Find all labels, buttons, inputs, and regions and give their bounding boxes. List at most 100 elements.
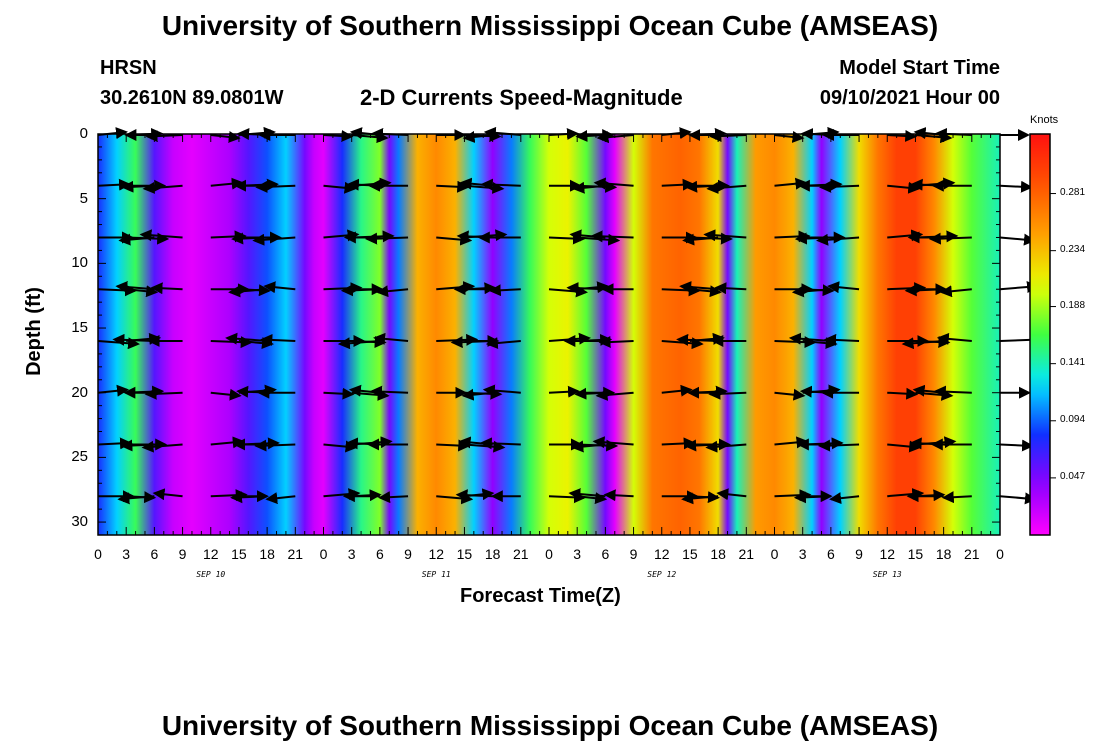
current-vector-arrow	[661, 384, 693, 397]
current-vector-arrow	[999, 233, 1036, 246]
current-vector-arrow	[340, 284, 380, 297]
current-vector-arrow	[999, 492, 1037, 505]
current-vector-arrow	[595, 388, 634, 401]
current-vector-arrow	[598, 336, 634, 349]
current-vector-arrow	[568, 488, 606, 501]
footer-title: University of Southern Mississippi Ocean…	[161, 710, 939, 741]
y-tick-label: 15	[71, 319, 88, 337]
current-vector-arrow	[933, 385, 972, 398]
colorbar-tick-label: 0.094	[1060, 413, 1086, 425]
x-tick-label: 6	[375, 546, 384, 562]
x-tick-label: 0	[770, 546, 779, 562]
y-axis-label: Depth (ft)	[22, 287, 45, 376]
x-tick-label: 9	[178, 546, 187, 562]
x-tick-label: 0	[319, 546, 328, 562]
colorbar-tick-label: 0.047	[1060, 470, 1086, 482]
current-vector-arrow	[370, 385, 409, 398]
colorbar-tick-label: 0.188	[1060, 299, 1086, 311]
chart-subtitle: 2-D Currents Speed-Magnitude	[360, 85, 683, 110]
colorbar-unit: Knots	[1030, 114, 1059, 126]
current-vector-arrow	[365, 232, 409, 245]
colorbar	[1029, 133, 1051, 536]
current-vector-arrow	[716, 488, 747, 501]
current-vector-arrow	[260, 333, 296, 346]
x-tick-label: 12	[428, 546, 445, 562]
current-vector-arrow	[323, 129, 354, 142]
current-vector-arrow	[714, 282, 747, 295]
current-vector-arrow	[819, 180, 860, 193]
current-vector-arrow	[816, 233, 860, 246]
x-tick-label: 18	[710, 546, 726, 562]
colorbar-tick-label: 0.234	[1060, 243, 1086, 255]
date-label: SEP 10	[196, 570, 226, 579]
x-tick-label: 21	[738, 546, 755, 562]
colorbar-ticks	[1050, 193, 1056, 479]
station-name: HRSN	[100, 57, 157, 79]
colorbar-tick-label: 0.141	[1060, 356, 1086, 368]
date-label: SEP 12	[647, 570, 677, 579]
date-label: SEP 13	[872, 570, 902, 579]
current-vector-arrow	[887, 129, 918, 142]
current-vector-arrow	[117, 492, 155, 505]
current-vector-arrow	[774, 130, 805, 143]
x-tick-label: 12	[653, 546, 670, 562]
current-vector-arrow	[774, 388, 806, 401]
current-vector-arrow	[485, 337, 521, 350]
current-vector-arrow	[999, 180, 1033, 193]
current-vector-arrow	[603, 489, 634, 502]
page-title: University of Southern Mississippi Ocean…	[161, 10, 939, 41]
x-tick-label: 15	[682, 546, 698, 562]
x-tick-label: 15	[231, 546, 247, 562]
x-tick-label: 0	[545, 546, 553, 562]
current-vector-arrow	[590, 230, 634, 243]
x-tick-label: 15	[907, 546, 924, 562]
y-tick-label: 5	[79, 189, 88, 207]
x-tick-label: 18	[935, 546, 952, 562]
current-vector-arrow	[941, 491, 972, 504]
x-axis-label: Forecast Time(Z)	[460, 585, 621, 607]
x-tick-label: 6	[826, 546, 835, 562]
colorbar-tick-label: 0.281	[1060, 186, 1086, 198]
y-tick-label: 10	[71, 254, 88, 272]
current-vector-arrow	[144, 387, 183, 400]
current-vector-arrow	[679, 281, 719, 294]
current-vector-arrow	[824, 333, 860, 346]
axis-ticks	[97, 133, 1001, 536]
x-tick-label: 21	[287, 546, 304, 562]
current-vector-arrow	[827, 281, 860, 294]
x-tick-label: 12	[202, 546, 219, 562]
current-vector-arrow	[708, 387, 747, 400]
x-tick-label: 3	[347, 546, 356, 562]
y-tick-label: 0	[79, 125, 88, 142]
current-vector-arrow	[793, 491, 831, 504]
current-vector-arrow	[210, 130, 241, 143]
current-vector-arrow	[596, 131, 634, 144]
x-tick-label: 3	[122, 546, 131, 562]
current-vector-arrow	[255, 180, 296, 193]
current-vector-arrow	[252, 233, 296, 246]
current-vector-arrow	[488, 284, 521, 297]
current-vector-arrow	[115, 281, 155, 294]
current-vector-arrow	[150, 282, 183, 295]
current-vector-arrow	[705, 440, 747, 453]
current-vector-arrow	[936, 332, 972, 345]
current-vector-arrow	[263, 281, 296, 294]
current-vector-arrow	[376, 285, 409, 298]
current-vector-arrow	[265, 492, 296, 505]
x-tick-label: 6	[601, 546, 610, 562]
current-vector-arrow	[142, 181, 183, 194]
current-vector-arrow	[939, 285, 972, 298]
current-vector-arrow	[577, 492, 608, 505]
current-vector-arrow	[791, 285, 831, 298]
current-vector-arrow	[145, 130, 183, 143]
y-tick-label: 30	[71, 513, 88, 531]
current-vector-arrow	[323, 387, 355, 400]
x-tick-label: 0	[94, 546, 102, 562]
current-vector-arrow	[482, 384, 521, 397]
current-vector-arrow	[904, 284, 944, 297]
x-tick-label: 12	[879, 546, 896, 562]
x-tick-label: 9	[855, 546, 863, 562]
current-vector-arrow	[479, 437, 521, 450]
x-tick-label: 9	[404, 546, 412, 562]
